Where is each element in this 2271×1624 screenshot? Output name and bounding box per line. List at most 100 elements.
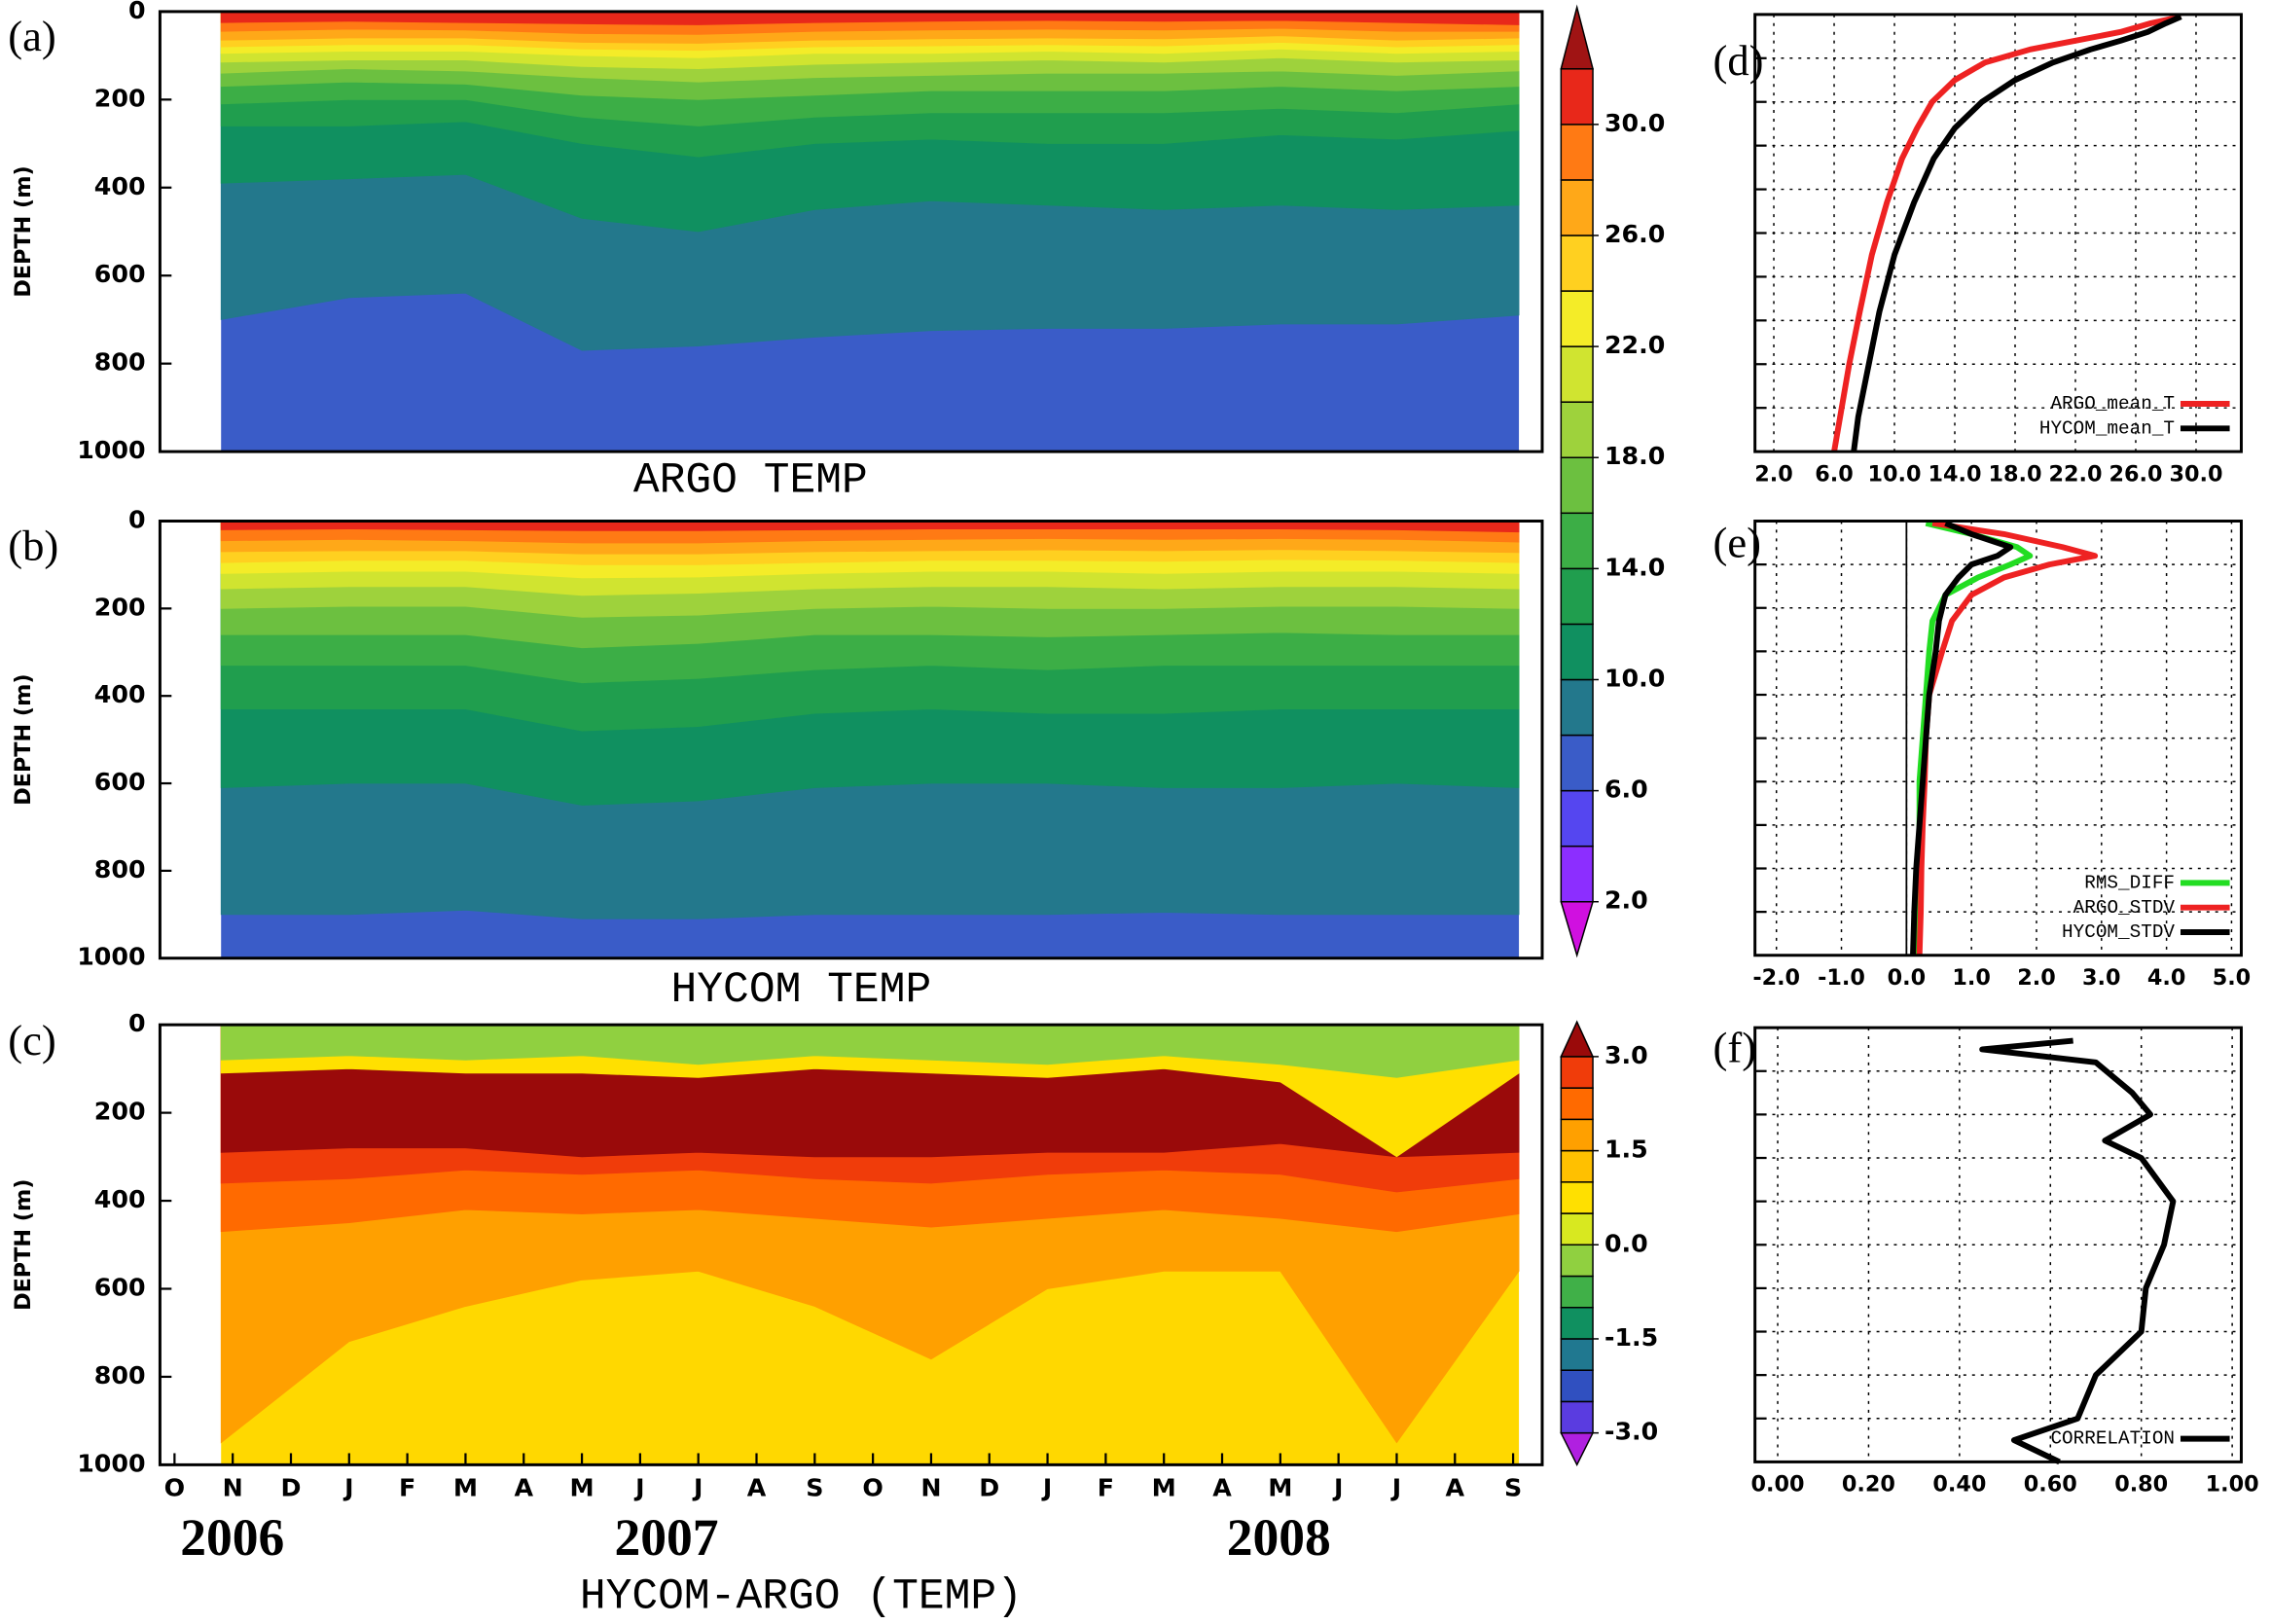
x-tick-label: J — [342, 1474, 353, 1502]
colorbar-band — [1560, 623, 1594, 681]
y-tick-label: 600 — [94, 768, 146, 796]
y-tick-label: 400 — [94, 1185, 146, 1213]
y-tick-label: 400 — [94, 680, 146, 708]
x-tick-label: D — [280, 1474, 301, 1502]
colorbar-band — [1560, 124, 1594, 181]
y-tick-label: 0 — [128, 506, 146, 534]
colorbar-tick-label: 30.0 — [1604, 109, 1665, 137]
y-tick-label: 0 — [128, 1009, 146, 1037]
colorbar-band — [1560, 1400, 1594, 1434]
y-tick-label: 0 — [128, 0, 146, 24]
x-tick-label: A — [514, 1474, 533, 1502]
colorbar-band — [1560, 1244, 1594, 1278]
x-tick-label: 2.0 — [2017, 965, 2056, 991]
colorbar-tick-label: 2.0 — [1604, 886, 1648, 915]
x-tick-label: O — [164, 1474, 185, 1502]
y-tick-label: 400 — [94, 172, 146, 200]
contour-band — [220, 521, 1520, 533]
colorbar-extension — [1560, 900, 1595, 958]
x-tick-label: 1.0 — [1952, 965, 1991, 991]
colorbar-band — [1560, 1087, 1594, 1121]
x-tick-label: 5.0 — [2213, 965, 2251, 991]
colorbar-tick-label: 18.0 — [1604, 442, 1665, 470]
profile-line — [1979, 1037, 2177, 1465]
x-tick-label: 14.0 — [1928, 461, 1981, 487]
colorbar-extension — [1560, 1020, 1595, 1058]
x-tick-label: A — [747, 1474, 767, 1502]
panel-title: ARGO TEMP — [633, 457, 868, 506]
plot-frame — [1753, 13, 2243, 453]
colorbar-band — [1560, 1212, 1594, 1246]
colorbar-band — [1560, 235, 1594, 292]
colorbar-band — [1560, 1056, 1594, 1089]
x-tick-label: N — [223, 1474, 243, 1502]
colorbar-tick-label: 14.0 — [1604, 553, 1665, 581]
x-tick-label: D — [979, 1474, 999, 1502]
colorbar-band — [1560, 345, 1594, 403]
colorbar-band — [1560, 290, 1594, 347]
colorbar-band — [1560, 1118, 1594, 1152]
year-label: 2008 — [1227, 1508, 1331, 1567]
plot-frame — [1753, 1026, 2243, 1463]
x-tick-label: M — [1152, 1474, 1176, 1502]
colorbar-band — [1560, 1306, 1594, 1340]
x-tick-label: 10.0 — [1868, 461, 1922, 487]
profile-line — [1916, 520, 2099, 956]
plot-frame — [158, 10, 1544, 453]
panel-title: HYCOM-ARGO (TEMP) — [580, 1573, 1023, 1622]
x-tick-label: 26.0 — [2109, 461, 2162, 487]
legend-label: HYCOM_STDV — [2062, 921, 2175, 943]
colorbar-band — [1560, 734, 1594, 792]
y-axis-label: DEPTH (m) — [11, 165, 36, 297]
x-tick-label: S — [806, 1474, 823, 1502]
colorbar-tick-label: 3.0 — [1604, 1041, 1648, 1069]
colorbar-band — [1560, 1181, 1594, 1214]
colorbar-tick-label: 22.0 — [1604, 331, 1665, 359]
colorbar-band — [1560, 68, 1594, 126]
contour-band — [220, 11, 1520, 25]
colorbar-tick-label: 0.0 — [1604, 1229, 1648, 1257]
colorbar-band — [1560, 1338, 1594, 1371]
panel-label: (a) — [8, 12, 56, 60]
x-tick-label: M — [569, 1474, 594, 1502]
panel-label: (f) — [1713, 1024, 1757, 1072]
panel-title: HYCOM TEMP — [671, 966, 932, 1015]
x-tick-label: A — [1212, 1474, 1232, 1502]
colorbar-tick-label: -3.0 — [1604, 1418, 1658, 1446]
plot-frame — [158, 1023, 1544, 1466]
colorbar-band — [1560, 789, 1594, 848]
x-tick-label: N — [920, 1474, 941, 1502]
year-label: 2007 — [614, 1508, 718, 1567]
x-tick-label: -1.0 — [1818, 965, 1865, 991]
x-tick-label: 0.20 — [1842, 1472, 1895, 1498]
contour-band — [220, 1024, 1520, 1078]
y-tick-label: 600 — [94, 1273, 146, 1301]
panel-label: (d) — [1713, 36, 1764, 85]
colorbar-tick-label: 1.5 — [1604, 1136, 1648, 1164]
colorbar-band — [1560, 1369, 1594, 1403]
legend-label: RMS_DIFF — [2084, 872, 2175, 893]
panel-label: (c) — [8, 1016, 56, 1065]
colorbar-band — [1560, 401, 1594, 458]
plot-frame — [158, 520, 1544, 960]
y-tick-label: 800 — [94, 1361, 146, 1389]
colorbar-tick-label: 10.0 — [1604, 664, 1665, 692]
x-tick-label: 22.0 — [2048, 461, 2102, 487]
y-axis-label: DEPTH (m) — [11, 673, 36, 805]
x-tick-label: 0.60 — [2024, 1472, 2077, 1498]
x-tick-label: S — [1504, 1474, 1522, 1502]
x-tick-label: M — [453, 1474, 478, 1502]
panel-label: (e) — [1713, 519, 1762, 567]
legend-label: CORRELATION — [2050, 1428, 2175, 1450]
x-tick-label: 0.0 — [1888, 965, 1926, 991]
x-tick-label: F — [1098, 1474, 1114, 1502]
y-tick-label: 1000 — [77, 943, 145, 971]
y-tick-label: 200 — [94, 1098, 146, 1126]
colorbar-band — [1560, 1149, 1594, 1183]
y-tick-label: 800 — [94, 855, 146, 884]
legend-label: ARGO_STDV — [2073, 897, 2176, 919]
year-label: 2006 — [180, 1508, 284, 1567]
y-tick-label: 1000 — [77, 436, 145, 464]
x-tick-label: 18.0 — [1988, 461, 2041, 487]
